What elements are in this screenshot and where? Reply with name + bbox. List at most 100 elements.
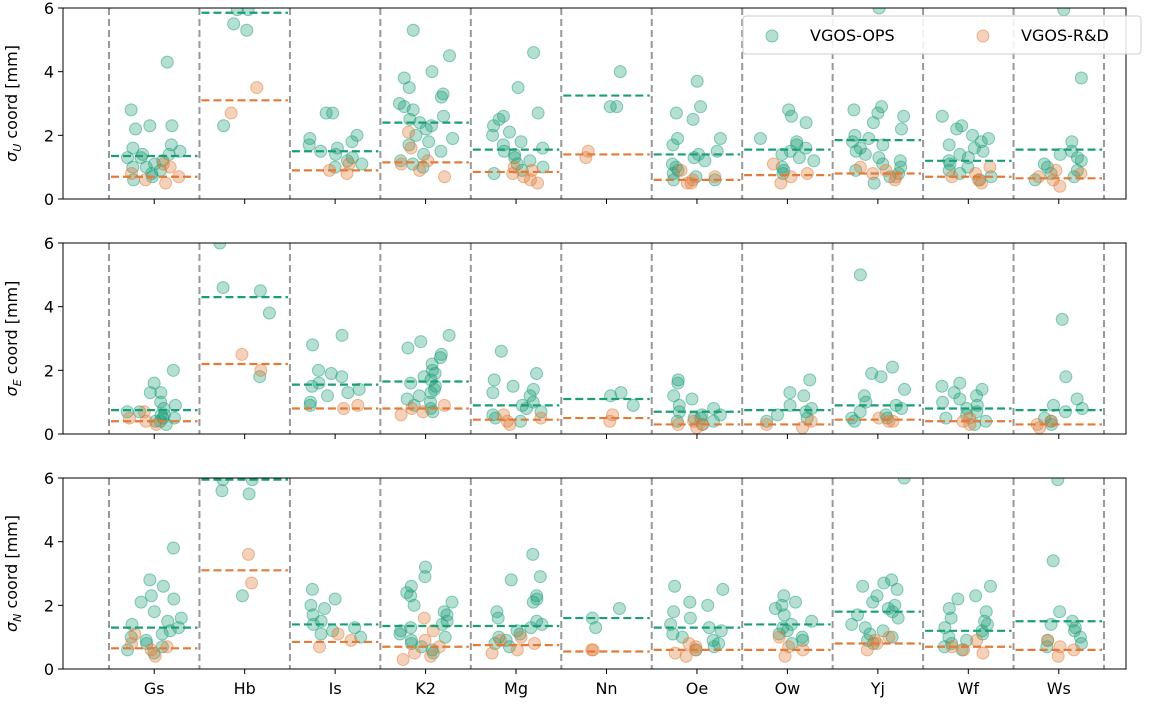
ops-point — [530, 367, 544, 381]
ops-point — [799, 141, 813, 155]
x-tick-label: K2 — [415, 679, 436, 698]
ops-point — [626, 398, 640, 412]
ops-point — [614, 386, 628, 400]
ops-point — [783, 144, 797, 158]
rd-point — [527, 637, 541, 651]
y-label-text: coord [mm] — [2, 45, 21, 144]
ops-point — [890, 582, 904, 596]
ops-point — [775, 147, 789, 161]
ops-point — [716, 582, 730, 596]
ops-point — [514, 414, 528, 428]
ops-point — [161, 614, 175, 628]
rd-point — [418, 633, 432, 647]
rd-point — [517, 170, 531, 184]
ops-point — [425, 65, 439, 79]
ops-point — [393, 627, 407, 641]
ops-point — [422, 135, 436, 149]
ops-point — [305, 582, 319, 596]
ops-point — [698, 154, 712, 168]
ops-point — [216, 281, 230, 295]
rd-point — [503, 417, 517, 431]
y-label-text: coord [mm] — [2, 281, 21, 380]
ops-point — [753, 132, 767, 146]
ops-point — [782, 103, 796, 117]
ops-point — [944, 611, 958, 625]
panel-frame — [62, 477, 1127, 670]
ops-point — [1059, 370, 1073, 384]
ops-point — [417, 147, 431, 161]
ops-point — [875, 100, 889, 114]
ops-point — [866, 116, 880, 130]
ops-point — [613, 65, 627, 79]
rd-point — [674, 163, 688, 177]
rd-point — [144, 643, 158, 657]
ops-point — [783, 398, 797, 412]
panel-1: 0 2 4 6 σU coord [mm] — [2, 0, 1127, 209]
ops-point — [497, 144, 511, 158]
ops-point — [144, 589, 158, 603]
ops-point — [876, 138, 890, 152]
ops-point — [324, 367, 338, 381]
panel-3: 0 2 4 6 σN coord [mm] — [2, 469, 1127, 679]
ops-point — [610, 100, 624, 114]
rd-point — [679, 649, 693, 663]
rd-point — [778, 649, 792, 663]
rd-point — [1032, 170, 1046, 184]
ops-point — [531, 106, 545, 120]
ops-point — [872, 8, 886, 15]
ops-point — [304, 598, 318, 612]
ops-point — [1040, 160, 1054, 174]
rd-point — [1051, 649, 1065, 663]
ops-point — [953, 392, 967, 406]
rd-point — [394, 408, 408, 422]
ops-point — [898, 382, 912, 396]
ops-point — [160, 55, 174, 69]
ops-point — [845, 617, 859, 631]
ops-point — [418, 560, 432, 574]
rd-point — [1053, 179, 1067, 193]
ops-point — [777, 589, 791, 603]
rd-point — [254, 363, 268, 377]
y-tick-label: 4 — [44, 298, 54, 317]
ops-point — [683, 611, 697, 625]
legend-label-rd: VGOS-R&D — [1021, 26, 1109, 45]
ops-point — [166, 363, 180, 377]
ops-point — [874, 370, 888, 384]
ops-point — [847, 103, 861, 117]
ops-point — [526, 382, 540, 396]
ops-point — [942, 602, 956, 616]
rd-point — [421, 154, 435, 168]
rd-point — [313, 640, 327, 654]
ops-point — [504, 573, 518, 587]
rd-point — [510, 643, 524, 657]
ops-point — [966, 128, 980, 142]
ops-point — [683, 595, 697, 609]
ops-point — [434, 90, 448, 104]
ops-point — [950, 122, 964, 136]
ops-point — [872, 151, 886, 165]
ops-point — [156, 579, 170, 593]
ops-point — [227, 17, 241, 31]
ops-point — [790, 135, 804, 149]
ops-point — [335, 328, 349, 342]
ops-point — [486, 128, 500, 142]
x-tick-label: Is — [329, 679, 342, 698]
ops-point — [536, 141, 550, 155]
ops-point — [935, 379, 949, 393]
ops-point — [867, 176, 881, 190]
ops-point — [970, 389, 984, 403]
ops-point — [424, 373, 438, 387]
ops-point — [897, 478, 911, 485]
ops-point — [777, 608, 791, 622]
ops-point — [1053, 605, 1067, 619]
ops-point — [253, 284, 267, 298]
ops-point — [877, 576, 891, 590]
ops-point — [775, 598, 789, 612]
rd-point — [438, 170, 452, 184]
x-tick-label: Mg — [504, 679, 528, 698]
ops-point — [667, 389, 681, 403]
ops-point — [345, 135, 359, 149]
ops-point — [147, 376, 161, 390]
rd-point — [417, 611, 431, 625]
y-tick-label: 0 — [44, 425, 54, 444]
